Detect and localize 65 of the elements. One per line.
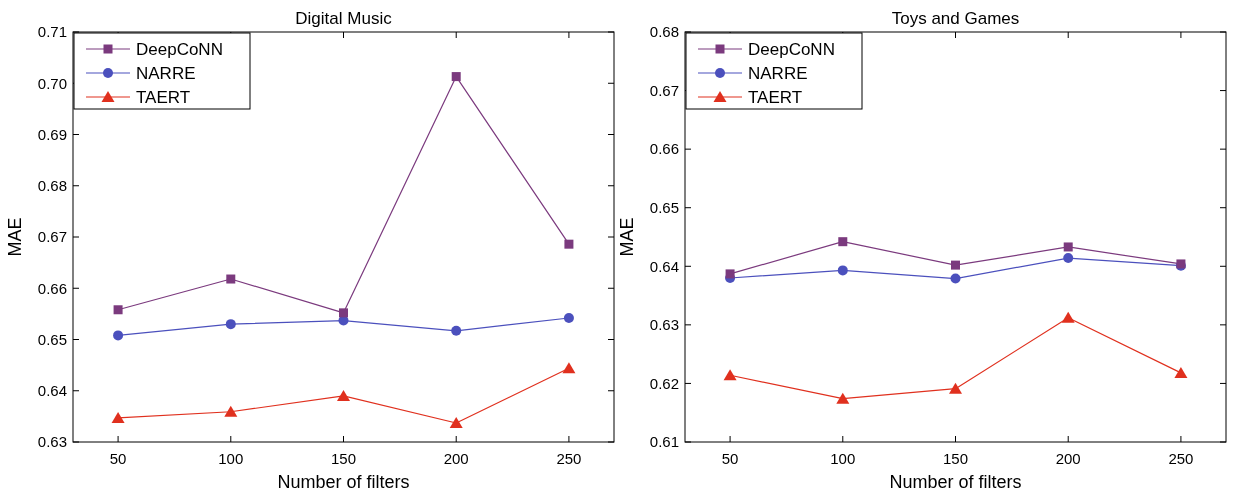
y-tick-label: 0.63 bbox=[649, 316, 679, 334]
y-axis-title: MAE bbox=[5, 217, 25, 257]
point bbox=[837, 265, 848, 276]
y-tick-label: 0.68 bbox=[37, 177, 67, 194]
x-tick-label: 100 bbox=[218, 450, 244, 467]
y-axis-title: MAE bbox=[617, 217, 637, 257]
y-tick-label: 0.65 bbox=[37, 330, 67, 348]
y-tick-label: 0.67 bbox=[37, 228, 67, 246]
point bbox=[950, 273, 961, 284]
y-tick-label: 0.64 bbox=[649, 257, 679, 275]
y-tick-label: 0.68 bbox=[649, 23, 679, 41]
point bbox=[564, 239, 574, 249]
y-tick-label: 0.70 bbox=[37, 74, 67, 92]
x-tick-label: 150 bbox=[330, 450, 357, 467]
point bbox=[449, 417, 463, 429]
x-tick-label: 100 bbox=[830, 450, 856, 467]
point bbox=[951, 260, 960, 270]
point bbox=[725, 269, 735, 279]
point bbox=[451, 325, 462, 336]
point bbox=[337, 389, 350, 401]
x-tick-label: 50 bbox=[109, 450, 127, 467]
x-axis-title: Number of filters bbox=[277, 472, 410, 492]
legend-label: DeepCoNN bbox=[136, 39, 223, 59]
y-tick-label: 0.67 bbox=[649, 81, 679, 99]
x-tick-label: 250 bbox=[1168, 450, 1194, 467]
point bbox=[836, 392, 850, 404]
chart-title: Digital Music bbox=[295, 9, 393, 28]
legend-label: TAERT bbox=[748, 87, 803, 107]
y-tick-label: 0.62 bbox=[649, 374, 679, 392]
x-axis-title: Number of filters bbox=[889, 472, 1022, 492]
point bbox=[1061, 311, 1075, 323]
point bbox=[224, 405, 238, 417]
point bbox=[562, 362, 576, 374]
point bbox=[838, 237, 848, 247]
x-tick-label: 200 bbox=[443, 450, 469, 467]
x-tick-label: 50 bbox=[721, 450, 739, 467]
legend-label: TAERT bbox=[136, 87, 191, 107]
point bbox=[1063, 253, 1074, 264]
point bbox=[339, 308, 348, 318]
y-tick-label: 0.63 bbox=[37, 433, 67, 451]
y-tick-label: 0.69 bbox=[37, 125, 67, 143]
point bbox=[113, 330, 124, 341]
point bbox=[563, 312, 574, 323]
point bbox=[113, 305, 123, 315]
y-tick-label: 0.65 bbox=[649, 198, 679, 216]
y-tick-label: 0.64 bbox=[37, 382, 67, 399]
x-tick-label: 150 bbox=[942, 450, 969, 467]
y-tick-label: 0.66 bbox=[37, 279, 67, 297]
legend-label: NARRE bbox=[136, 63, 196, 83]
point bbox=[949, 382, 962, 394]
legend-label: DeepCoNN bbox=[748, 39, 835, 59]
x-tick-label: 200 bbox=[1055, 450, 1081, 467]
y-tick-label: 0.71 bbox=[37, 23, 67, 41]
point bbox=[1174, 366, 1188, 378]
x-tick-label: 250 bbox=[556, 450, 582, 467]
point bbox=[226, 274, 236, 284]
point bbox=[225, 319, 236, 330]
legend-label: NARRE bbox=[748, 63, 808, 83]
point bbox=[1063, 242, 1073, 252]
point bbox=[111, 411, 125, 423]
y-tick-label: 0.61 bbox=[649, 433, 679, 451]
point bbox=[451, 72, 461, 82]
point bbox=[723, 369, 737, 381]
chart-title: Toys and Games bbox=[891, 9, 1020, 28]
y-tick-label: 0.66 bbox=[649, 140, 679, 158]
